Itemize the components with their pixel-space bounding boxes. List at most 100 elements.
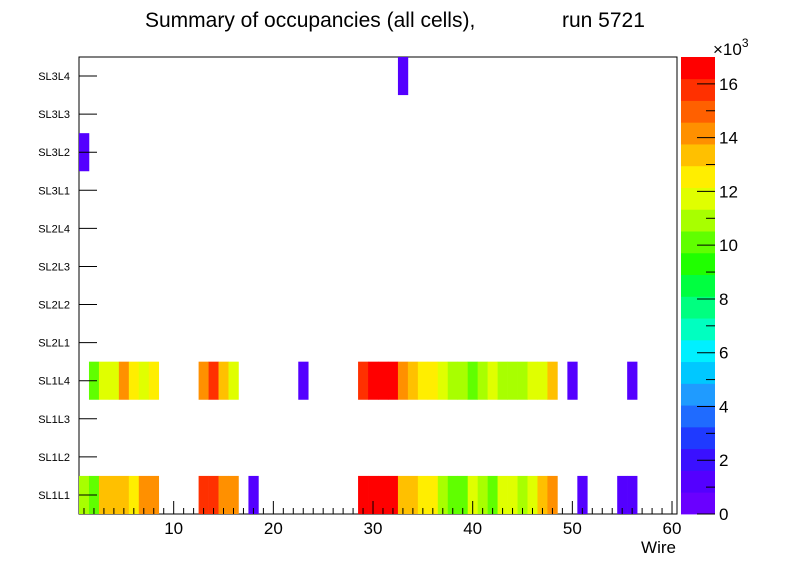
cell-SL1L1-wire-32 [387, 475, 399, 514]
cell-SL1L1-wire-4 [108, 475, 120, 514]
cell-SL1L1-wire-56 [627, 475, 638, 514]
cell-SL1L1-wire-7 [138, 475, 150, 514]
chart-title: Summary of occupancies (all cells), [145, 9, 475, 32]
cell-SL1L4-wire-13 [198, 361, 209, 400]
cell-SL1L4-wire-37 [437, 361, 449, 400]
cell-SL1L4-wire-41 [477, 361, 488, 400]
cell-SL1L1-wire-5 [118, 475, 130, 514]
z-tick-label-16: 16 [719, 75, 738, 94]
cell-SL1L1-wire-16 [228, 475, 239, 514]
cell-SL1L4-wire-16 [228, 361, 239, 400]
color-band-13 [681, 209, 715, 232]
cell-SL1L1-wire-45 [517, 475, 528, 514]
color-band-14 [681, 187, 715, 210]
x-tick-label-30: 30 [364, 519, 383, 538]
z-tick-label-4: 4 [719, 397, 728, 416]
z-tick-label-2: 2 [719, 451, 728, 470]
cell-SL1L1-wire-38 [447, 475, 459, 514]
cell-SL1L4-wire-4 [108, 361, 120, 400]
cell-SL1L1-wire-43 [497, 475, 508, 514]
x-tick-label-40: 40 [463, 519, 482, 538]
cell-SL1L4-wire-40 [467, 361, 478, 400]
cell-SL1L1-wire-55 [617, 475, 628, 514]
y-label-SL1L3: SL1L3 [38, 414, 70, 426]
cell-SL1L4-wire-8 [148, 361, 160, 400]
cell-SL1L1-wire-36 [427, 475, 439, 514]
color-band-12 [681, 231, 715, 254]
y-label-SL1L2: SL1L2 [38, 452, 70, 464]
run-label: run 5721 [562, 9, 645, 32]
color-band-0 [681, 492, 715, 515]
y-label-SL2L1: SL2L1 [38, 338, 70, 350]
color-band-8 [681, 318, 715, 341]
cell-SL1L4-wire-43 [497, 361, 508, 400]
heatmap-cells [79, 57, 638, 514]
color-band-20 [681, 57, 715, 80]
z-tick-label-0: 0 [719, 505, 728, 524]
cell-SL1L4-wire-7 [138, 361, 150, 400]
x-axis: 10 20 30 40 50 60 [83, 501, 681, 538]
cell-SL3L4-wire-33 [397, 57, 409, 96]
color-band-4 [681, 405, 715, 428]
cell-SL1L4-wire-35 [417, 361, 429, 400]
plot-frame [78, 56, 678, 515]
cell-SL1L1-wire-39 [457, 475, 468, 514]
x-tick-label-50: 50 [563, 519, 582, 538]
cell-SL1L1-wire-48 [547, 475, 558, 514]
z-tick-label-6: 6 [719, 344, 728, 363]
cell-SL1L4-wire-23 [298, 361, 309, 400]
cell-SL1L4-wire-45 [517, 361, 528, 400]
color-band-3 [681, 426, 715, 450]
cell-SL1L4-wire-48 [547, 361, 558, 400]
x-tick-label-10: 10 [164, 519, 183, 538]
cell-SL1L1-wire-44 [507, 475, 518, 514]
cell-SL1L4-wire-15 [218, 361, 229, 400]
cell-SL1L1-wire-35 [417, 475, 429, 514]
color-band-11 [681, 252, 715, 276]
cell-SL1L4-wire-50 [567, 361, 578, 400]
y-label-SL1L4: SL1L4 [38, 376, 70, 388]
cell-SL1L1-wire-41 [477, 475, 488, 514]
cell-SL1L4-wire-29 [358, 361, 369, 400]
cell-SL1L1-wire-37 [437, 475, 449, 514]
cell-SL1L4-wire-31 [378, 361, 389, 400]
cell-SL1L4-wire-32 [387, 361, 399, 400]
y-label-SL3L1: SL3L1 [38, 185, 70, 197]
cell-SL1L4-wire-46 [527, 361, 538, 400]
cell-SL1L1-wire-29 [358, 475, 369, 514]
cell-SL1L4-wire-14 [208, 361, 219, 400]
color-band-18 [681, 100, 715, 123]
cell-SL1L1-wire-30 [368, 475, 379, 514]
z-multiplier-exponent: 3 [742, 36, 749, 50]
cell-SL1L4-wire-38 [447, 361, 459, 400]
z-tick-label-14: 14 [719, 129, 738, 148]
cell-SL1L1-wire-40 [467, 475, 478, 514]
cell-SL1L1-wire-33 [397, 475, 409, 514]
cell-SL1L4-wire-56 [627, 361, 638, 400]
cell-SL1L4-wire-36 [427, 361, 439, 400]
y-axis: SL1L1 SL1L2 SL1L3 SL1L4 SL2L1 SL2L2 SL2L3 SL2L4… [38, 71, 97, 502]
cell-SL1L1-wire-31 [378, 475, 389, 514]
y-label-SL2L4: SL2L4 [38, 223, 70, 235]
cell-SL1L1-wire-13 [198, 475, 209, 514]
cell-SL1L4-wire-6 [128, 361, 140, 400]
color-band-16 [681, 144, 715, 167]
cell-SL1L4-wire-44 [507, 361, 518, 400]
x-tick-label-20: 20 [264, 519, 283, 538]
x-axis-title: Wire [641, 538, 676, 557]
color-band-6 [681, 361, 715, 384]
z-tick-label-10: 10 [719, 236, 738, 255]
cell-SL1L1-wire-8 [148, 475, 160, 514]
cell-SL1L1-wire-18 [248, 475, 259, 514]
cell-SL1L1-wire-47 [537, 475, 548, 514]
cell-SL1L1-wire-46 [527, 475, 538, 514]
z-tick-label-12: 12 [719, 182, 738, 201]
cell-SL1L4-wire-5 [118, 361, 130, 400]
cell-SL1L1-wire-3 [98, 475, 110, 514]
y-label-SL3L2: SL3L2 [38, 147, 70, 159]
cell-SL1L4-wire-34 [407, 361, 419, 400]
cell-SL1L4-wire-39 [457, 361, 468, 400]
color-scale: 0 2 4 6 8 10 12 14 16 [681, 57, 738, 524]
y-label-SL3L4: SL3L4 [38, 71, 70, 83]
